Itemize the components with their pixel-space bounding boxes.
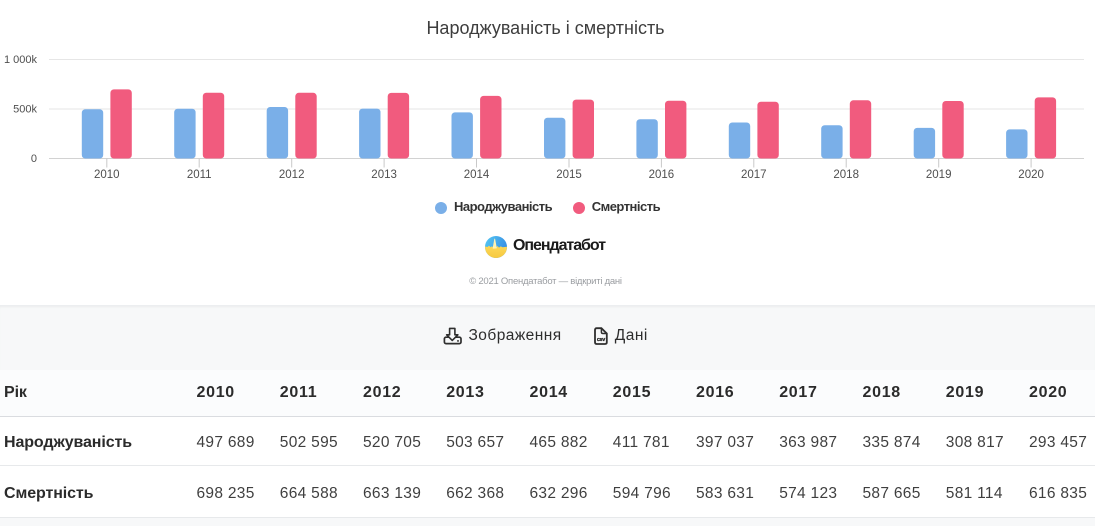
svg-text:2016: 2016	[649, 169, 675, 181]
svg-text:2013: 2013	[371, 169, 397, 181]
svg-text:500k: 500k	[13, 104, 37, 116]
svg-text:2018: 2018	[833, 169, 859, 181]
svg-text:2011: 2011	[187, 169, 212, 181]
svg-text:2015: 2015	[556, 169, 582, 181]
svg-text:csv: csv	[596, 337, 604, 343]
svg-text:1 000k: 1 000k	[4, 54, 38, 66]
svg-text:2017: 2017	[741, 169, 767, 181]
svg-text:2014: 2014	[464, 169, 490, 181]
svg-text:2010: 2010	[94, 169, 120, 181]
svg-text:2019: 2019	[926, 169, 952, 181]
svg-text:2012: 2012	[279, 169, 305, 181]
svg-text:0: 0	[31, 153, 37, 165]
svg-text:2020: 2020	[1018, 169, 1044, 181]
